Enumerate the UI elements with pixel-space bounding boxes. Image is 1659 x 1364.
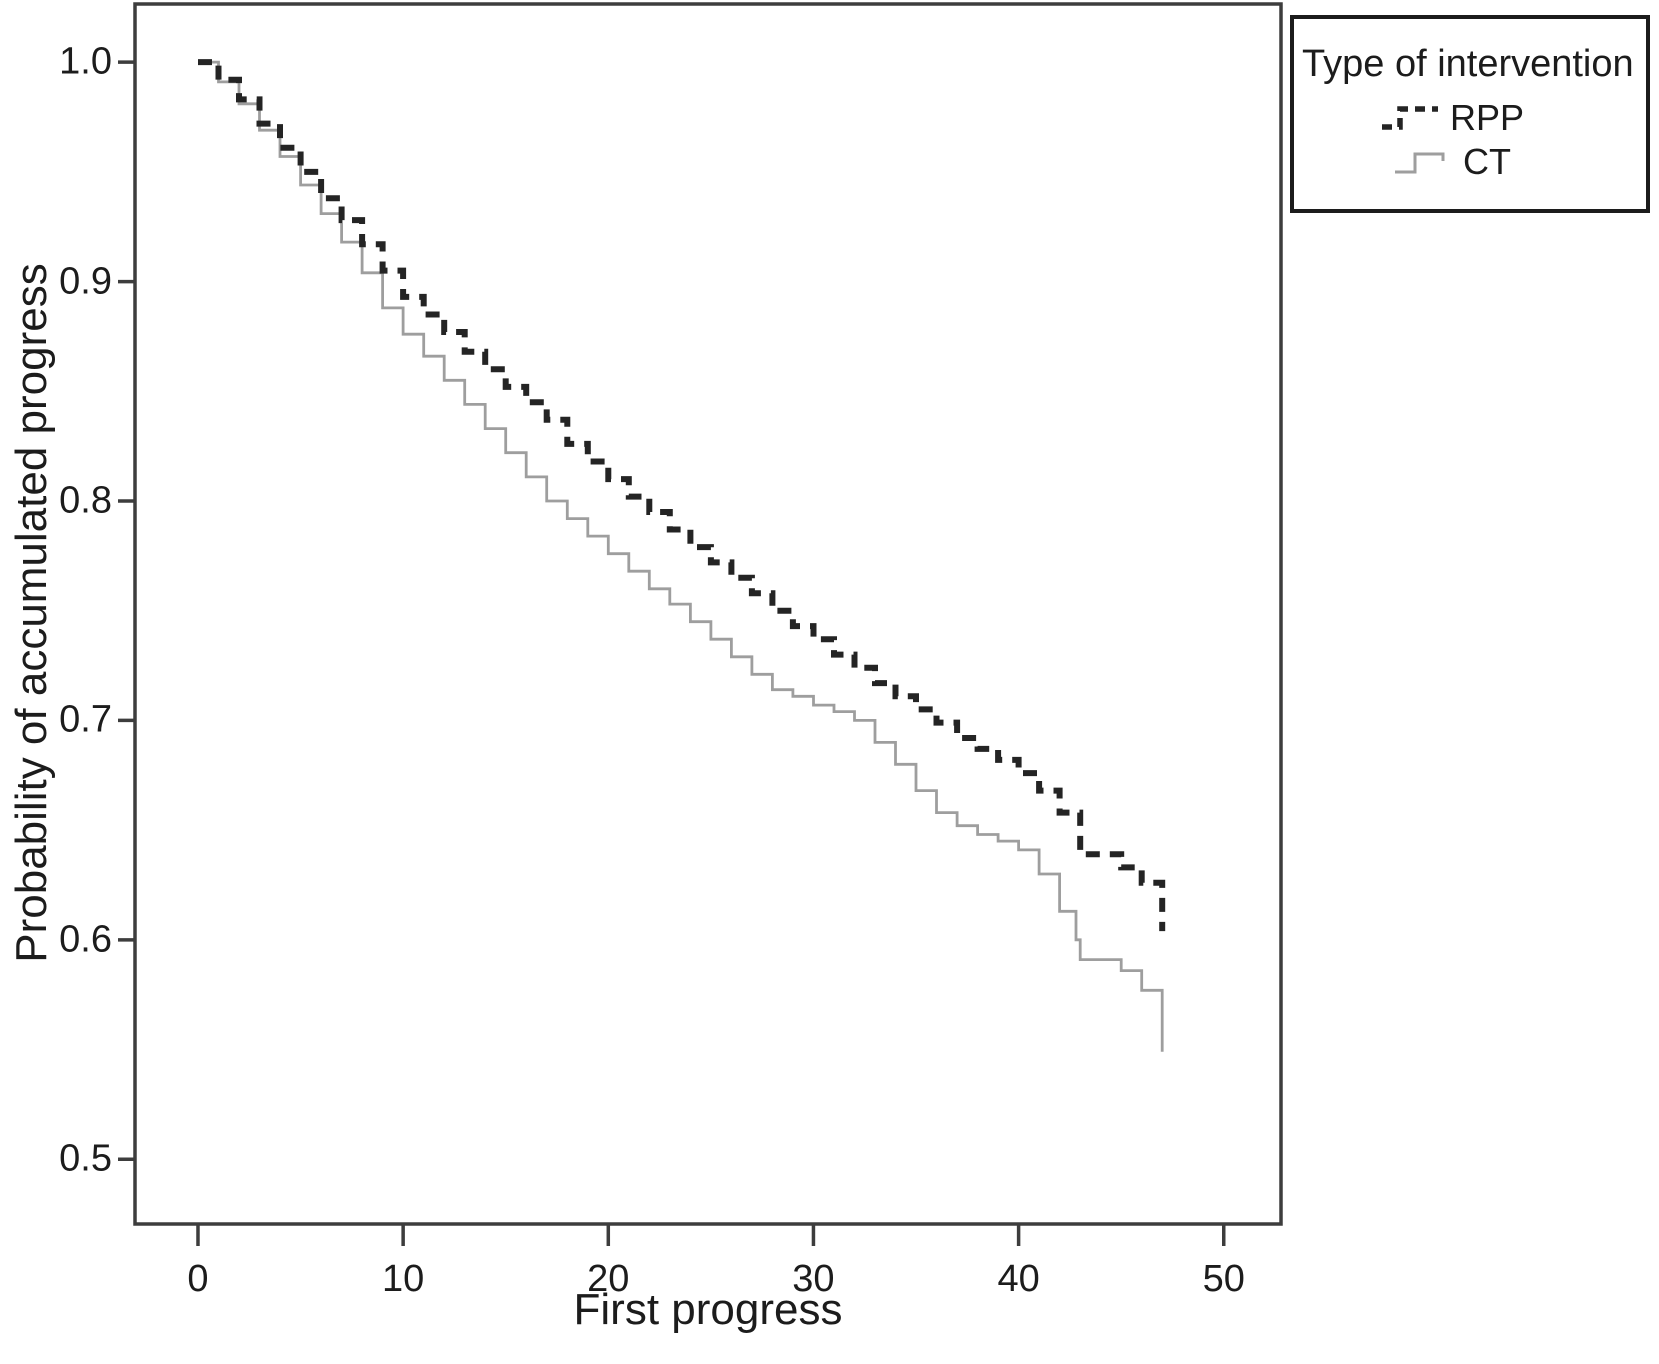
y-tick-label: 0.7 bbox=[59, 698, 112, 741]
x-axis-title: First progress bbox=[573, 1285, 843, 1334]
y-tick-label: 0.8 bbox=[59, 479, 112, 522]
legend-title: Type of intervention bbox=[1302, 43, 1634, 85]
y-axis-title: Probability of accumulated progress bbox=[7, 263, 56, 963]
x-tick-label: 20 bbox=[587, 1258, 630, 1300]
rpp-dashed-step-line-icon bbox=[1381, 106, 1438, 130]
y-tick-label: 1.0 bbox=[59, 40, 112, 83]
legend-entry-ct: CT bbox=[1276, 140, 1628, 184]
legend-label-rpp: RPP bbox=[1449, 97, 1525, 138]
x-tick-label: 10 bbox=[381, 1258, 425, 1300]
x-tick-label: 30 bbox=[792, 1258, 835, 1300]
x-tick-label: 0 bbox=[187, 1258, 209, 1300]
legend: Type of intervention RPP CT bbox=[1290, 15, 1650, 213]
y-tick-label: 0.5 bbox=[59, 1137, 112, 1180]
plot-border bbox=[133, 2, 1283, 1226]
curve-rpp bbox=[198, 59, 1166, 932]
legend-label-ct: CT bbox=[1463, 141, 1511, 182]
y-tick-label: 0.9 bbox=[59, 260, 112, 303]
y-tick-label: 0.6 bbox=[59, 918, 112, 961]
x-tick-label: 50 bbox=[1202, 1258, 1245, 1300]
legend-entry-rpp: RPP bbox=[1276, 96, 1628, 140]
curve-ct bbox=[198, 60, 1164, 1052]
x-tick-label: 40 bbox=[997, 1258, 1040, 1300]
ct-solid-step-line-icon bbox=[1395, 152, 1445, 174]
